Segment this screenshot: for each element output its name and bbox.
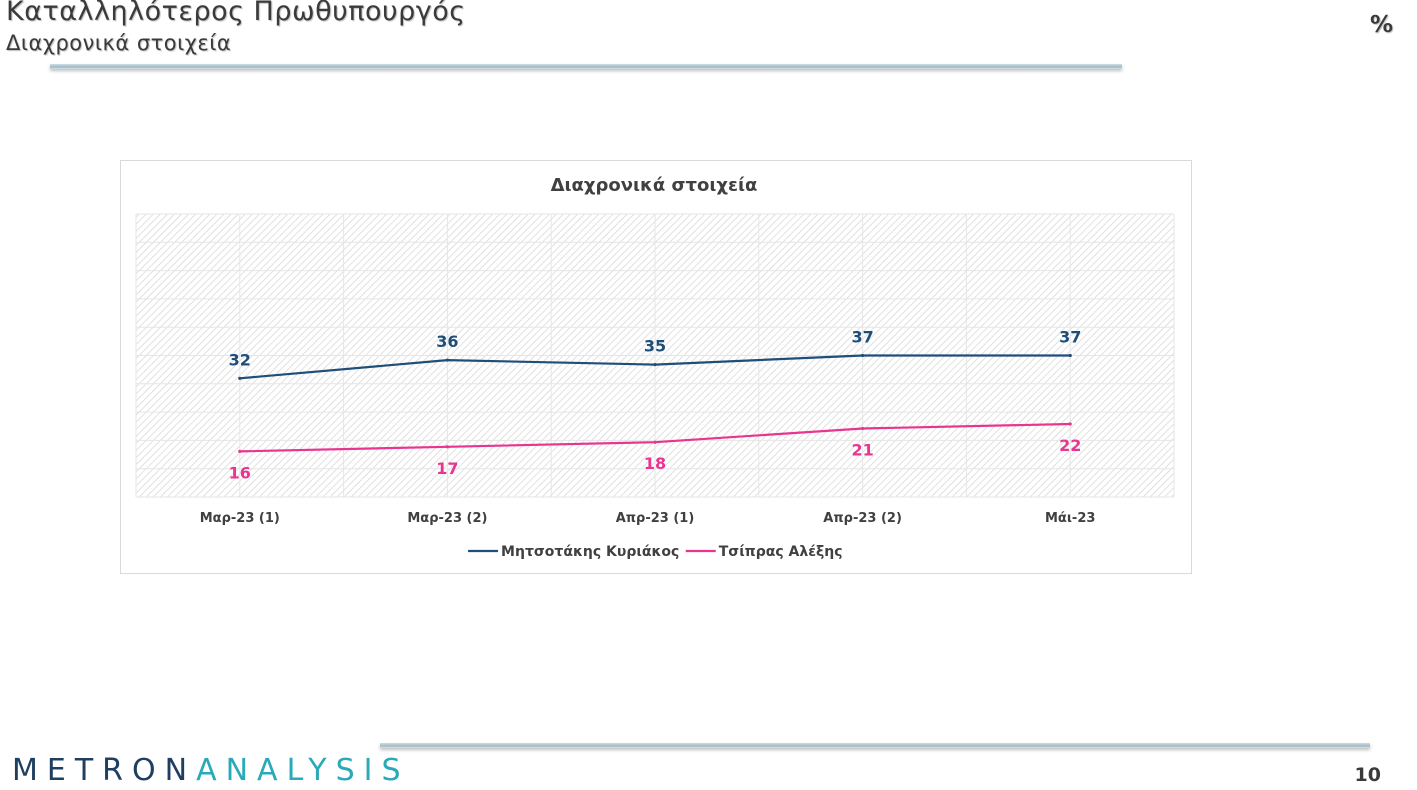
page-title: Καταλληλότερος Πρωθυπουργός (6, 0, 466, 27)
data-point (861, 353, 865, 358)
data-label: 16 (229, 463, 251, 482)
data-point (238, 376, 242, 380)
x-tick-label: Απρ-23 (1) (616, 511, 695, 526)
data-point (445, 445, 449, 449)
x-tick-label: Μαρ-23 (2) (407, 511, 487, 526)
data-label: 17 (436, 459, 458, 478)
x-tick-label: Απρ-23 (2) (823, 511, 902, 526)
legend-label: Τσίπρας Αλέξης (719, 544, 843, 560)
legend-label: Μητσοτάκης Κυριάκος (501, 544, 679, 560)
data-label: 21 (851, 441, 873, 460)
data-label: 35 (644, 337, 666, 356)
logo-accent: ANALYSIS (196, 753, 410, 788)
unit-label: % (1369, 12, 1393, 38)
x-tick-label: Μάι-23 (1045, 511, 1095, 526)
data-point (861, 426, 865, 431)
data-label: 36 (436, 332, 458, 351)
page-subtitle: Διαχρονικά στοιχεία (6, 31, 232, 55)
x-tick-label: Μαρ-23 (1) (200, 511, 280, 526)
chart-title: Διαχρονικά στοιχεία (551, 175, 758, 196)
data-label: 32 (229, 350, 251, 369)
page-number: 10 (1354, 764, 1381, 786)
data-label: 22 (1059, 436, 1081, 455)
data-point (1068, 353, 1072, 358)
company-logo: METRONANALYSIS (12, 753, 410, 788)
footer-divider (380, 743, 1370, 748)
data-label: 18 (644, 454, 666, 473)
logo-primary: METRON (12, 753, 197, 788)
chart-canvas: Διαχρονικά στοιχεία Μαρ-23 (1) Μαρ-23 (2)… (135, 175, 1175, 560)
header-divider (50, 64, 1122, 69)
data-point (653, 440, 657, 444)
data-label: 37 (1059, 328, 1081, 347)
line-chart: Διαχρονικά στοιχεία Μαρ-23 (1) Μαρ-23 (2)… (120, 160, 1192, 574)
data-point (1068, 422, 1072, 426)
data-point (445, 358, 449, 362)
data-point (238, 449, 242, 453)
data-label: 37 (851, 328, 873, 347)
data-point (653, 363, 657, 367)
